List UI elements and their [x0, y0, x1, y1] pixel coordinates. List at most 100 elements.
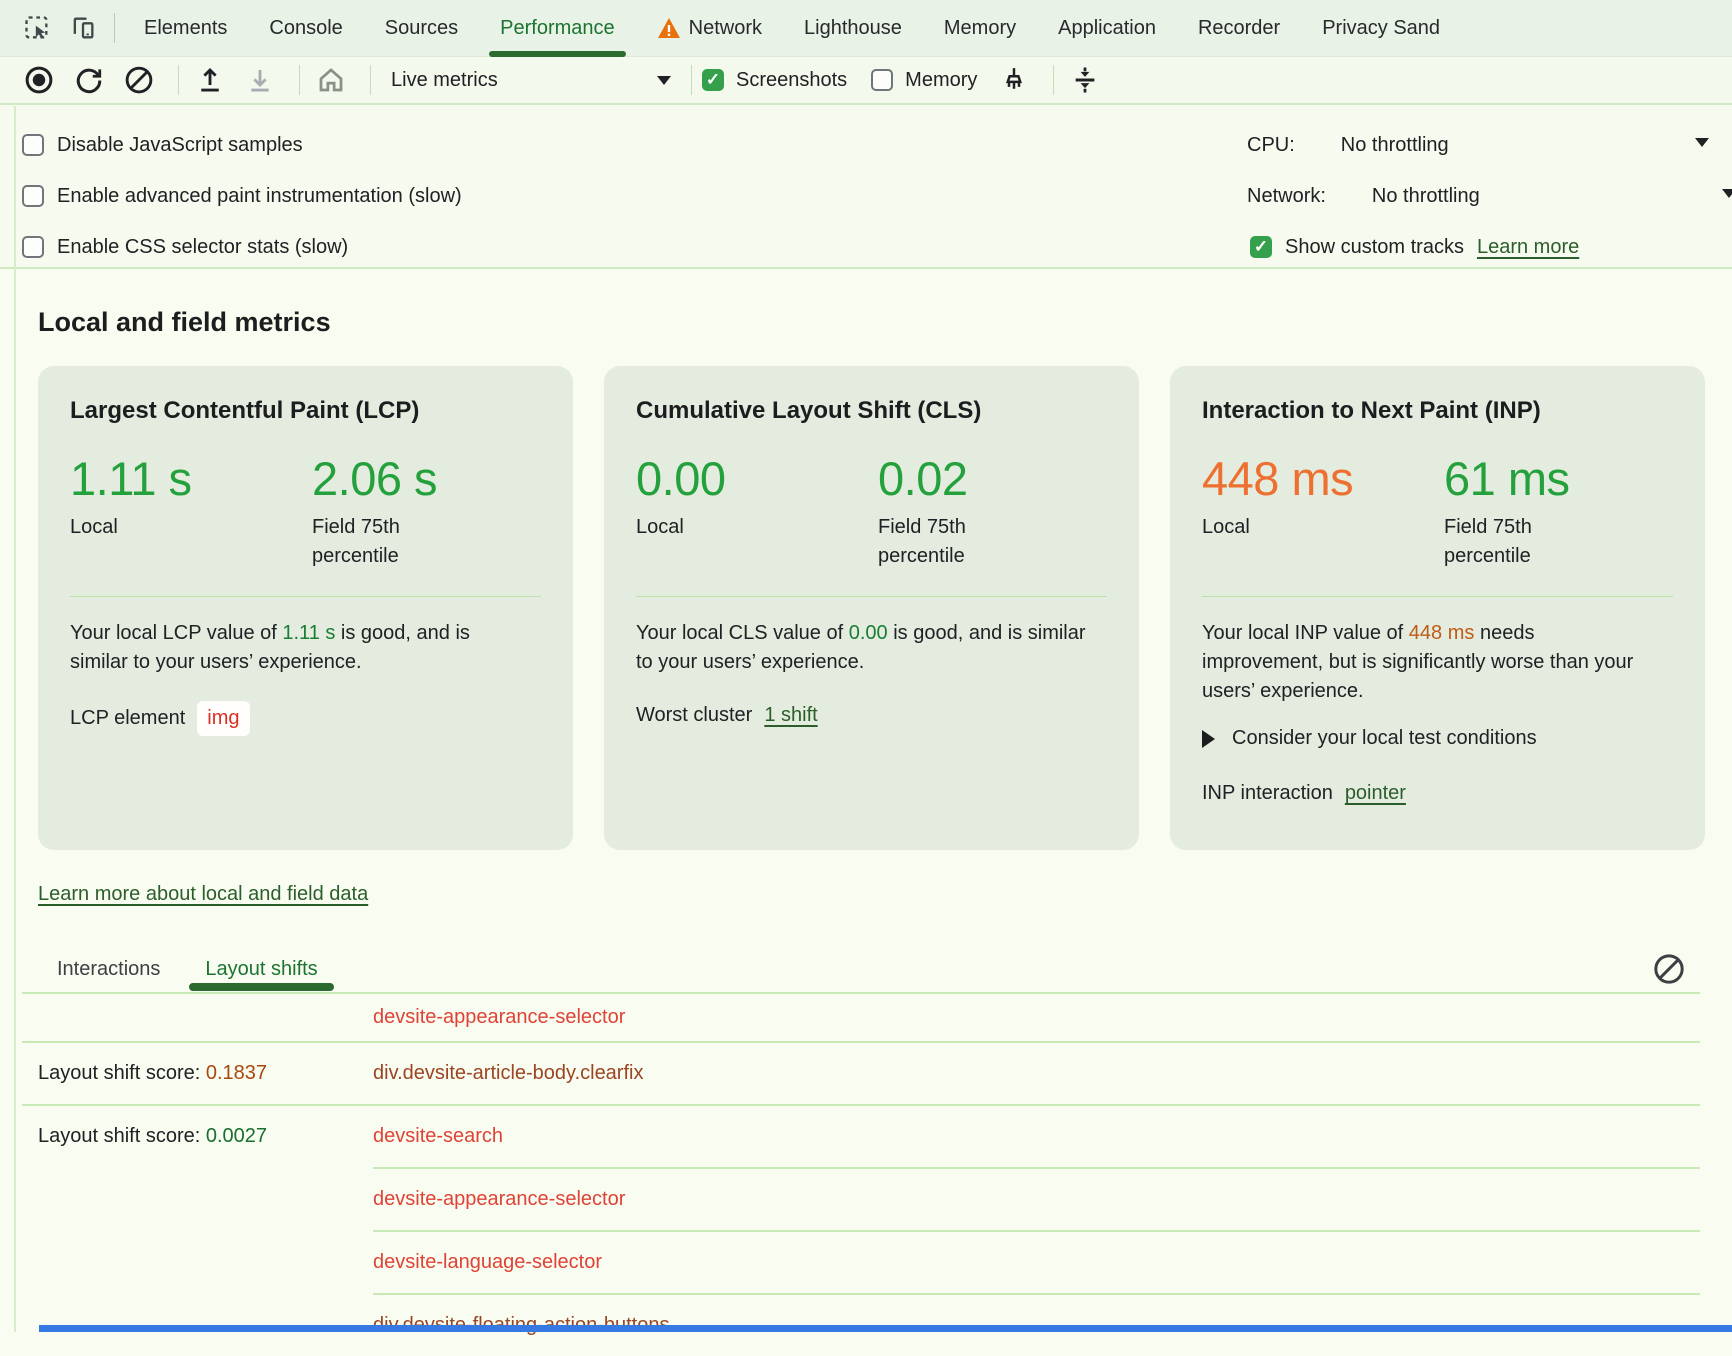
- chevron-down-icon[interactable]: [1695, 138, 1709, 147]
- collapse-panel-button[interactable]: [1064, 61, 1106, 99]
- back-to-live-metrics-button[interactable]: [310, 61, 352, 99]
- devtools-tabbar: Elements Console Sources Performance Net…: [0, 0, 1732, 57]
- network-throttling-select[interactable]: Network: No throttling: [1247, 174, 1480, 218]
- clear-icon: [124, 65, 154, 95]
- tab-label: Network: [689, 17, 762, 40]
- shift-culprit-link[interactable]: div.devsite-article-body.clearfix: [373, 1062, 643, 1085]
- device-toolbar-icon: [69, 14, 97, 42]
- advanced-paint-toggle[interactable]: Enable advanced paint instrumentation (s…: [22, 174, 462, 218]
- layout-shift-row[interactable]: devsite-appearance-selector: [38, 1169, 1732, 1230]
- css-selector-stats-toggle[interactable]: Enable CSS selector stats (slow): [22, 225, 348, 269]
- inp-local-value: 448 ms: [1202, 453, 1408, 506]
- toolbar-separator: [178, 65, 179, 95]
- download-icon: [245, 65, 275, 95]
- consider-local-conditions-label: Consider your local test conditions: [1232, 724, 1537, 753]
- worst-cluster-link[interactable]: 1 shift: [764, 701, 817, 730]
- lcp-local-label: Local: [70, 513, 220, 542]
- tab-network[interactable]: Network: [636, 0, 783, 57]
- upload-profile-button[interactable]: [189, 61, 231, 99]
- history-select[interactable]: Live metrics: [381, 69, 681, 92]
- history-select-value: Live metrics: [391, 69, 498, 92]
- lcp-card: Largest Contentful Paint (LCP) 1.11 s Lo…: [38, 366, 573, 850]
- card-divider: [1202, 596, 1673, 597]
- memory-checkbox[interactable]: [871, 69, 893, 91]
- cpu-throttling-select[interactable]: CPU: No throttling: [1247, 123, 1449, 167]
- performance-settings-pane: Disable JavaScript samples Enable advanc…: [0, 105, 1732, 269]
- device-toolbar-button[interactable]: [60, 5, 106, 51]
- tab-recorder[interactable]: Recorder: [1177, 0, 1301, 57]
- tab-sources[interactable]: Sources: [364, 0, 479, 57]
- layout-shift-row[interactable]: devsite-appearance-selector: [38, 994, 1732, 1041]
- inp-description: Your local INP value of 448 ms needs imp…: [1202, 619, 1654, 706]
- tab-elements[interactable]: Elements: [123, 0, 248, 57]
- toolbar-separator: [691, 65, 692, 95]
- tab-memory[interactable]: Memory: [923, 0, 1037, 57]
- lcp-element-link[interactable]: img: [197, 701, 249, 736]
- download-profile-button[interactable]: [239, 61, 281, 99]
- layout-shift-row[interactable]: Layout shift score: 0.1837 div.devsite-a…: [38, 1043, 1732, 1104]
- chevron-down-icon[interactable]: [1722, 189, 1732, 198]
- consider-local-conditions-expander[interactable]: Consider your local test conditions: [1202, 724, 1673, 753]
- disable-js-samples-label: Disable JavaScript samples: [57, 134, 303, 157]
- record-button[interactable]: [18, 61, 60, 99]
- tab-label: Performance: [500, 17, 615, 40]
- metric-cards: Largest Contentful Paint (LCP) 1.11 s Lo…: [38, 366, 1732, 850]
- tab-application[interactable]: Application: [1037, 0, 1177, 57]
- shift-score-value: 0.0027: [206, 1125, 267, 1147]
- memory-toggle[interactable]: Memory: [871, 69, 977, 92]
- local-field-data-learn-more-link[interactable]: Learn more about local and field data: [38, 883, 368, 906]
- tab-label: Sources: [385, 17, 458, 40]
- cls-local-value: 0.00: [636, 453, 842, 506]
- css-selector-stats-checkbox[interactable]: [22, 236, 44, 258]
- reload-and-record-button[interactable]: [68, 61, 110, 99]
- shift-culprit-link[interactable]: devsite-search: [373, 1125, 503, 1148]
- panel-left-border: [14, 106, 16, 1332]
- reload-icon: [74, 65, 104, 95]
- chevron-down-icon: [657, 76, 671, 85]
- card-divider: [70, 596, 541, 597]
- layout-shift-row[interactable]: devsite-language-selector: [38, 1232, 1732, 1293]
- layout-shift-row[interactable]: Layout shift score: 0.0027 devsite-searc…: [38, 1106, 1732, 1167]
- inp-field-value: 61 ms: [1444, 453, 1594, 506]
- disable-js-samples-checkbox[interactable]: [22, 134, 44, 156]
- expand-triangle-icon: [1202, 730, 1215, 748]
- live-metrics-log: Interactions Layout shifts devsite-appea…: [38, 946, 1732, 1356]
- tab-label: Lighthouse: [804, 17, 902, 40]
- inp-interaction-link[interactable]: pointer: [1345, 779, 1406, 808]
- tab-lighthouse[interactable]: Lighthouse: [783, 0, 923, 57]
- inspect-element-button[interactable]: [14, 5, 60, 51]
- show-custom-tracks-checkbox[interactable]: ✓: [1250, 236, 1272, 258]
- inp-interaction-label: INP interaction: [1202, 779, 1333, 808]
- advanced-paint-checkbox[interactable]: [22, 185, 44, 207]
- collect-garbage-button[interactable]: [993, 61, 1035, 99]
- cls-inline-value: 0.00: [849, 622, 888, 644]
- shift-culprit-link[interactable]: devsite-appearance-selector: [373, 1188, 625, 1211]
- record-icon: [24, 65, 54, 95]
- screenshots-label: Screenshots: [736, 69, 847, 92]
- tab-label: Memory: [944, 17, 1016, 40]
- tab-layout-shifts[interactable]: Layout shifts: [205, 958, 317, 981]
- cpu-label: CPU:: [1247, 134, 1295, 157]
- tab-interactions[interactable]: Interactions: [57, 958, 160, 981]
- garbage-brush-icon: [999, 65, 1029, 95]
- card-divider: [636, 596, 1107, 597]
- disable-js-samples-toggle[interactable]: Disable JavaScript samples: [22, 123, 303, 167]
- screenshots-checkbox[interactable]: ✓: [702, 69, 724, 91]
- screenshots-toggle[interactable]: ✓ Screenshots: [702, 69, 847, 92]
- tab-label: Application: [1058, 17, 1156, 40]
- tab-console[interactable]: Console: [248, 0, 363, 57]
- shift-culprit-link[interactable]: devsite-language-selector: [373, 1251, 602, 1274]
- upload-icon: [195, 65, 225, 95]
- tab-privacy-sandbox[interactable]: Privacy Sand: [1301, 0, 1461, 57]
- clear-button[interactable]: [118, 61, 160, 99]
- lcp-description: Your local LCP value of 1.11 s is good, …: [70, 619, 522, 677]
- shift-culprit-link[interactable]: devsite-appearance-selector: [373, 1006, 625, 1029]
- cls-description: Your local CLS value of 0.00 is good, an…: [636, 619, 1088, 677]
- inp-card: Interaction to Next Paint (INP) 448 ms L…: [1170, 366, 1705, 850]
- cls-card: Cumulative Layout Shift (CLS) 0.00 Local…: [604, 366, 1139, 850]
- show-custom-tracks-toggle[interactable]: ✓ Show custom tracks Learn more: [1250, 225, 1579, 269]
- inp-inline-value: 448 ms: [1409, 622, 1475, 644]
- custom-tracks-learn-more-link[interactable]: Learn more: [1477, 236, 1579, 259]
- tab-performance[interactable]: Performance: [479, 0, 636, 57]
- tab-label: Privacy Sand: [1322, 17, 1440, 40]
